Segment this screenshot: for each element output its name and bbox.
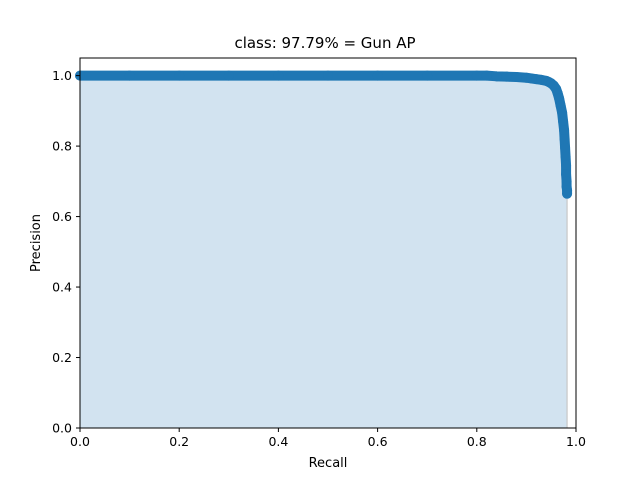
x-tick-label-2: 0.4 xyxy=(268,434,288,449)
x-tick-label-0: 0.0 xyxy=(70,434,90,449)
x-tick-label-4: 0.8 xyxy=(467,434,487,449)
data-point-26 xyxy=(558,116,569,127)
data-point-9 xyxy=(481,70,492,81)
y-tick-label-2: 0.4 xyxy=(52,280,72,295)
data-point-30 xyxy=(560,151,571,162)
chart-title: class: 97.79% = Gun AP xyxy=(234,34,415,52)
data-point-29 xyxy=(560,142,571,153)
y-tick-label-1: 0.2 xyxy=(52,350,72,365)
data-point-27 xyxy=(559,125,570,136)
x-axis-label: Recall xyxy=(309,456,348,471)
data-point-11 xyxy=(501,71,512,82)
plot-area xyxy=(75,70,573,429)
y-tick-label-3: 0.6 xyxy=(52,209,72,224)
y-tick-label-0: 0.0 xyxy=(52,421,72,436)
data-point-25 xyxy=(557,107,568,118)
data-point-28 xyxy=(559,134,570,145)
x-tick-label-3: 0.6 xyxy=(368,434,388,449)
x-tick-label-1: 0.2 xyxy=(169,434,189,449)
data-point-4 xyxy=(273,70,284,81)
axes: 0.0 0.2 0.4 0.6 0.8 1.0 0.0 0.2 0.4 0.6 0.8 1.0 xyxy=(52,57,586,449)
data-point-5 xyxy=(323,70,333,81)
data-point-12 xyxy=(511,72,522,83)
data-point-7 xyxy=(422,70,433,81)
data-point-8 xyxy=(471,70,482,81)
data-point-31 xyxy=(561,160,572,171)
y-tick-label-4: 0.8 xyxy=(52,139,72,154)
area-fill xyxy=(80,75,568,429)
axes-frame xyxy=(79,57,577,429)
data-point-10 xyxy=(491,71,502,82)
y-tick-label-5: 1.0 xyxy=(52,68,72,83)
data-point-6 xyxy=(372,70,383,81)
y-axis-label: Precision xyxy=(29,214,44,272)
data-point-36 xyxy=(562,188,573,199)
x-tick-label-5: 1.0 xyxy=(566,434,586,449)
data-point-3 xyxy=(223,70,234,81)
data-point-2 xyxy=(174,70,185,81)
data-point-1 xyxy=(124,70,135,81)
